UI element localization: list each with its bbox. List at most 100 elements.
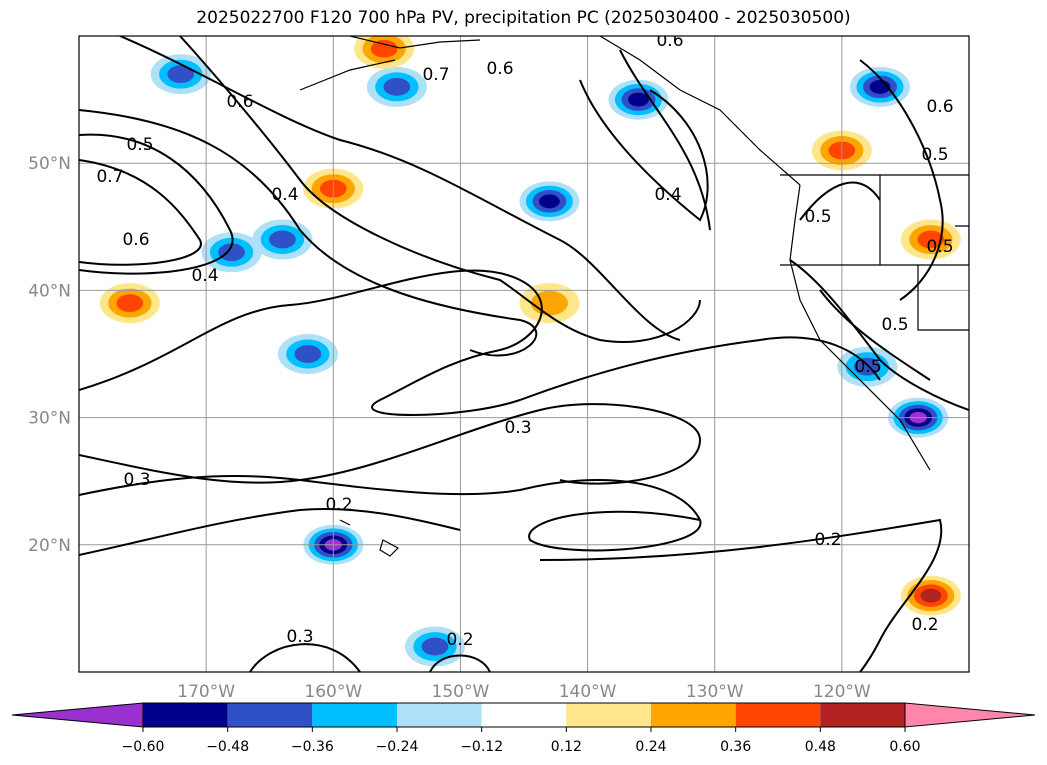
precip-blob	[900, 575, 961, 616]
pv-contour-line	[79, 474, 702, 552]
contour-label: 0.6	[486, 59, 513, 79]
contour-label: 0.2	[911, 615, 938, 635]
precip-blob	[99, 283, 160, 324]
contour-label: 0.6	[122, 230, 149, 250]
pv-contour-line	[429, 654, 491, 672]
pv-contours	[79, 36, 969, 672]
precip-blob	[252, 219, 313, 260]
precip-ring	[627, 92, 649, 107]
precip-ring	[294, 345, 322, 363]
contour-label: 0.5	[926, 237, 953, 257]
colorbar-frame	[142, 702, 906, 728]
contour-label: 0.6	[926, 97, 953, 117]
latitude-labels: 50°N 40°N 30°N 20°N	[28, 154, 71, 556]
colorbar-tick-label: −0.60	[122, 739, 165, 755]
precip-blob	[900, 219, 961, 260]
pv-contour-line	[79, 159, 202, 266]
colorbar-segment	[566, 703, 651, 727]
coastline	[955, 225, 969, 265]
colorbar-segment	[312, 703, 397, 727]
precip-blob	[519, 181, 580, 222]
contour-label: 0.7	[422, 65, 449, 85]
pv-contour-line	[789, 259, 969, 411]
pv-contour-line	[79, 403, 702, 485]
coastline	[599, 36, 801, 186]
precip-ring	[383, 77, 411, 96]
colorbar-tick-label: −0.36	[291, 739, 334, 755]
lon-tick-label: 140°W	[559, 682, 617, 702]
lat-tick-label: 30°N	[28, 409, 71, 429]
coastline	[379, 539, 399, 557]
colorbar-tick-label: 0.48	[805, 739, 836, 755]
coastline	[349, 36, 481, 49]
colorbar-tick-label: 0.24	[635, 739, 666, 755]
contour-label: 0.5	[126, 135, 153, 155]
precip-blob	[150, 54, 211, 95]
contour-label: 0.4	[654, 185, 681, 205]
colorbar-tick-label: 0.60	[889, 739, 920, 755]
precip-ring	[917, 230, 945, 249]
precip-blob	[277, 334, 338, 374]
lon-tick-label: 170°W	[177, 682, 235, 702]
colorbar-segment	[651, 703, 736, 727]
contour-label: 0.5	[921, 145, 948, 165]
contour-label: 0.5	[804, 207, 831, 227]
contour-label: 0.6	[656, 31, 683, 51]
contour-label: 0.2	[446, 630, 473, 650]
lon-tick-label: 120°W	[813, 682, 871, 702]
precip-ring	[920, 588, 942, 603]
colorbar-segment	[735, 703, 821, 727]
longitude-labels: 170°W 160°W 150°W 140°W 130°W 120°W	[177, 682, 871, 702]
precip-ring	[116, 294, 144, 313]
pv-contour-line	[119, 36, 681, 341]
contour-label: 0.3	[123, 470, 150, 490]
contour-labels: 0.60.7 0.60.60.50.70.40.60.40.40.50.50.60…	[96, 31, 953, 650]
pv-contour-line	[79, 133, 234, 275]
precip-ring	[421, 637, 449, 656]
colorbar-tick-label: −0.48	[206, 739, 249, 755]
contour-label: 0.2	[814, 530, 841, 550]
precip-blob	[366, 66, 427, 107]
colorbar-segment	[481, 703, 567, 727]
precip-ring	[218, 243, 245, 262]
pv-contour-line	[179, 36, 701, 343]
colorbar-tick-label: 0.12	[551, 739, 582, 755]
contour-label: 0.6	[226, 92, 253, 112]
colorbar-segment	[227, 703, 313, 727]
pv-contour-line	[859, 59, 944, 301]
precip-blob	[201, 232, 262, 273]
colorbar-extend-left	[11, 702, 144, 728]
pv-contour-line	[539, 518, 943, 672]
colorbar-segment	[397, 703, 482, 727]
colorbar-segment	[820, 703, 905, 727]
gridlines	[79, 36, 969, 672]
colorbar-tick-label: −0.24	[376, 739, 419, 755]
lat-tick-label: 40°N	[28, 281, 71, 301]
precipitation-layer	[99, 36, 961, 667]
lat-tick-label: 20°N	[28, 536, 71, 556]
contour-label: 0.3	[286, 627, 313, 647]
pv-contour-line	[579, 79, 709, 222]
contour-label: 0.2	[325, 495, 352, 515]
colorbar-tick-label: 0.36	[720, 739, 751, 755]
precip-blob	[608, 79, 669, 120]
lat-tick-label: 50°N	[28, 154, 71, 174]
precip-ring	[269, 230, 296, 249]
precip-ring	[167, 65, 195, 84]
contour-label: 0.4	[191, 266, 218, 286]
coastlines	[299, 36, 969, 557]
colorbar-extend-right	[904, 702, 1036, 728]
pv-contour-line	[79, 109, 538, 357]
coastline	[917, 265, 969, 331]
precip-blob	[354, 36, 415, 69]
pv-contour-line	[819, 289, 931, 381]
coastline	[339, 519, 351, 526]
colorbar-tick-label: −0.12	[460, 739, 503, 755]
colorbar: −0.60 −0.48 −0.36 −0.24 −0.12 0.12 0.24 0.36 0.4…	[11, 702, 1036, 755]
colorbar-segment	[143, 703, 228, 727]
contour-label: 0.7	[96, 167, 123, 187]
chart-title: 2025022700 F120 700 hPa PV, precipitatio…	[196, 8, 851, 28]
contour-label: 0.4	[271, 185, 298, 205]
lon-tick-label: 150°W	[432, 682, 490, 702]
